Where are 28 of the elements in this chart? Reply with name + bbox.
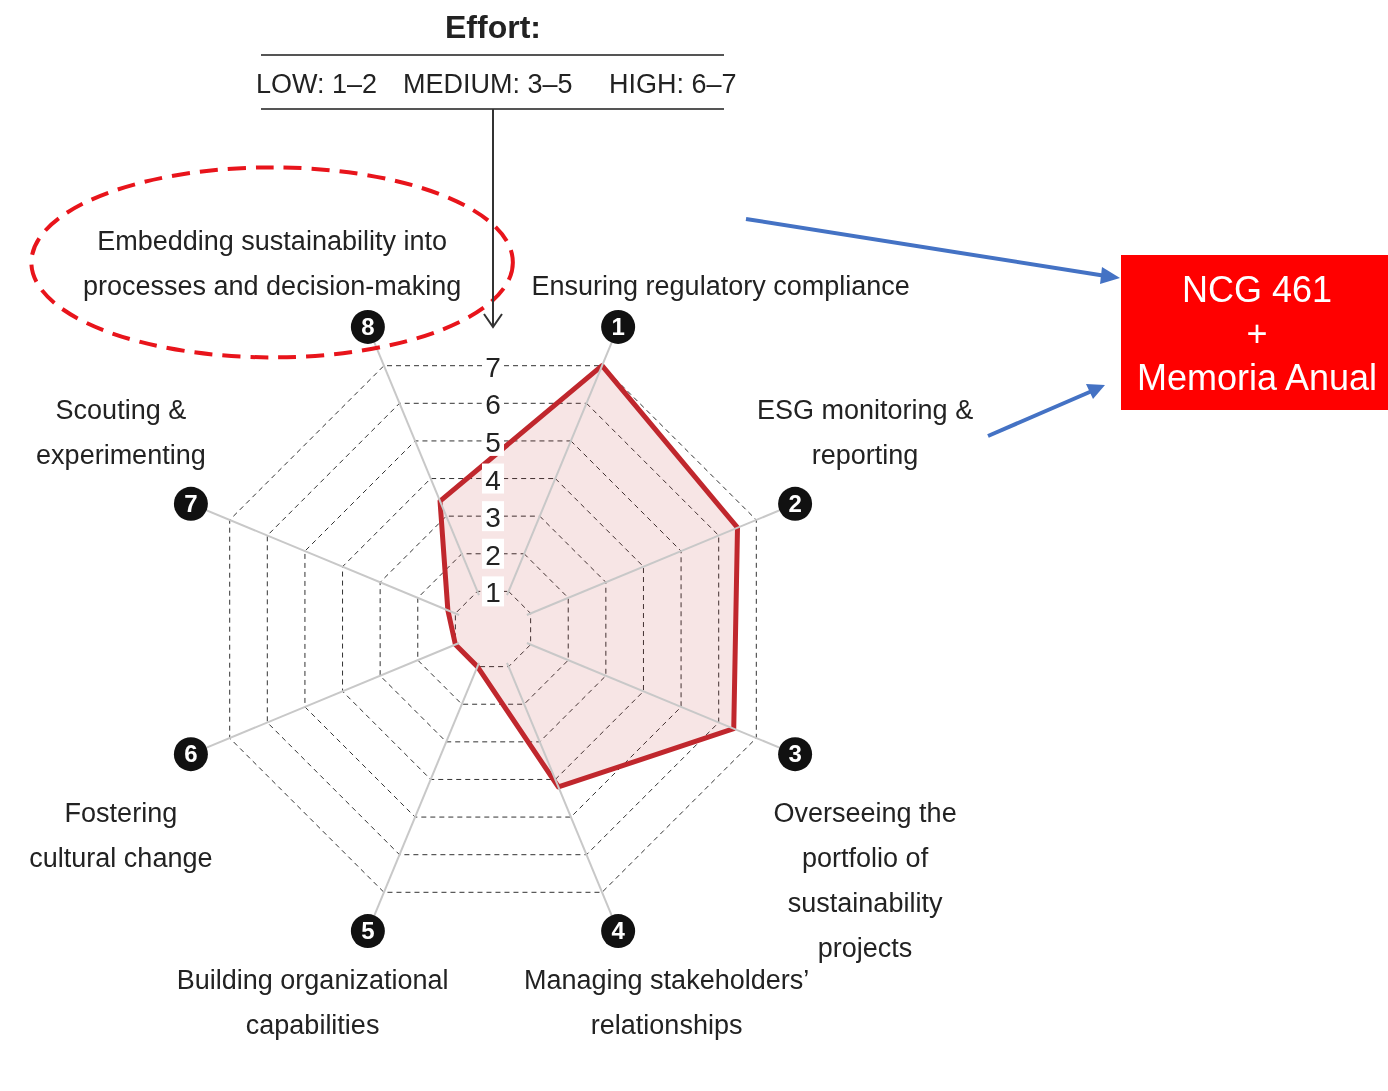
y-tick-label: 5 (485, 426, 501, 458)
spoke-label: Scouting & experimenting (36, 394, 206, 470)
y-tick-label: 1 (485, 577, 501, 609)
y-tick-label: 6 (485, 389, 501, 421)
text: MEDIUM: 3–5 (403, 69, 573, 99)
y-tick-label: 3 (485, 502, 501, 534)
numbered-badge: 2 (778, 486, 813, 521)
spoke-label: Managing stakeholders’ relationships (524, 965, 810, 1041)
spoke-label: Overseeing the portfolio of sustainability projects (773, 798, 957, 964)
numbered-badge: 7 (173, 486, 208, 521)
text: LOW: 1–2 (256, 69, 378, 99)
spoke-label: Building organizational capabilities (176, 965, 449, 1041)
spoke-label: Fostering cultural change (29, 798, 213, 874)
spoke-label: ESG monitoring & reporting (757, 394, 974, 470)
spoke-label: Embedding sustainability into processes and decision-making (83, 225, 462, 301)
numbered-badge: 6 (173, 737, 208, 772)
numbered-badge: 1 (601, 309, 636, 344)
text: HIGH: 6–7 (609, 69, 737, 99)
numbered-badge: 3 (778, 737, 813, 772)
text: NCG 461 + Memoria Anual (1136, 269, 1378, 398)
numbered-badge: 5 (350, 914, 385, 949)
legend-title: Effort: (445, 9, 541, 45)
spoke-label: Ensuring regulatory compliance (531, 270, 910, 301)
numbered-badge: 4 (601, 914, 636, 949)
y-tick-label: 4 (485, 464, 501, 496)
numbered-badge: 8 (350, 309, 385, 344)
y-tick-label: 7 (485, 351, 501, 383)
y-tick-label: 2 (485, 539, 501, 571)
